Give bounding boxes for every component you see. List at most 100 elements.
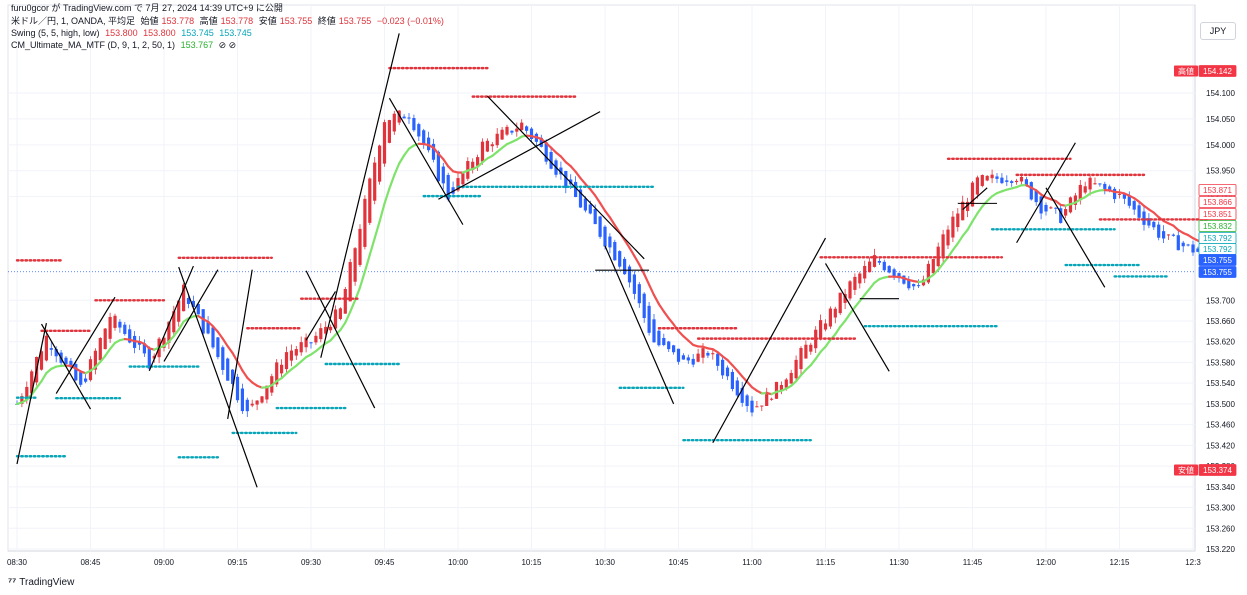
candle [1191, 244, 1195, 253]
candle [892, 269, 896, 277]
candle [1166, 234, 1171, 236]
ma-line-segment [790, 380, 798, 387]
ma-line-segment [839, 319, 847, 328]
candle [177, 300, 181, 322]
candle [490, 144, 494, 147]
ma-line-segment [442, 158, 450, 168]
candle [402, 116, 406, 119]
candle [559, 167, 563, 175]
indicator-legend-swing[interactable]: Swing (5, 5, high, low) 153.800 153.800 … [11, 28, 252, 38]
candle [128, 329, 132, 343]
ma-line-segment [432, 146, 440, 155]
candle [231, 369, 235, 384]
candle [142, 343, 146, 354]
candle [819, 320, 823, 339]
candle [745, 395, 749, 407]
candle [1005, 180, 1009, 182]
candle [397, 110, 401, 123]
candle [686, 357, 690, 361]
ma-line-segment [843, 312, 852, 322]
candle [672, 345, 676, 353]
y-tick-label: 153.300 [1206, 504, 1235, 513]
ma-line-segment [393, 162, 401, 177]
ma-line-segment [344, 310, 352, 324]
candle [1162, 231, 1166, 239]
candle [632, 274, 636, 294]
candle [211, 327, 215, 348]
candle [1034, 190, 1038, 203]
candle [1029, 182, 1033, 200]
candle [1157, 224, 1161, 238]
candle [373, 162, 377, 201]
symbol-legend: 米ドル／円, 1, OANDA, 平均足 始値 153.778 高値 153.778… [11, 16, 444, 26]
candle [1147, 218, 1151, 226]
candle [20, 395, 24, 404]
price-label-text: 153.792 [1203, 234, 1232, 243]
ma-line-segment [726, 358, 734, 367]
candle [868, 261, 872, 273]
candle [588, 204, 592, 214]
trend-line [178, 266, 258, 488]
candle [823, 323, 828, 330]
candle [280, 364, 284, 374]
candle [319, 328, 323, 340]
candle [858, 273, 862, 284]
x-tick-label: 11:15 [816, 558, 836, 567]
candle [966, 201, 970, 212]
x-tick-label: 09:15 [227, 558, 248, 567]
candle [583, 198, 587, 211]
visibility-icon[interactable]: ⊘ ⊘ [218, 40, 237, 50]
y-tick-label: 154.000 [1206, 141, 1235, 150]
candle [691, 358, 695, 365]
price-tag-text: 安値 [1178, 465, 1194, 475]
candle [784, 379, 788, 388]
x-tick-label: 12:3 [1185, 558, 1201, 567]
close-value: 153.755 [338, 16, 372, 26]
candle [1171, 234, 1175, 236]
candle [574, 181, 578, 198]
currency-button[interactable]: JPY [1200, 22, 1236, 40]
ma-line-segment [662, 310, 670, 320]
candle [696, 353, 700, 362]
candle [1132, 201, 1136, 210]
trend-line [163, 269, 219, 362]
indicator-legend-ma[interactable]: CM_Ultimate_MA_MTF (D, 9, 1, 2, 50, 1) 1… [11, 40, 237, 50]
price-label [1198, 220, 1237, 232]
candle [284, 352, 289, 370]
price-label-text: 153.792 [1203, 245, 1232, 254]
price-label [1198, 464, 1237, 476]
candle [765, 391, 769, 406]
ma-line-segment [246, 376, 254, 384]
candle [451, 187, 455, 194]
candle [265, 385, 269, 400]
ma-line-segment [104, 347, 112, 357]
candle [39, 351, 44, 370]
ma-line-segment [745, 380, 754, 389]
candle [221, 347, 225, 370]
x-tick-label: 10:15 [521, 558, 542, 567]
ma-line-segment [946, 248, 955, 259]
ma-line-segment [403, 147, 411, 157]
candle [485, 140, 489, 152]
ma-line-segment [667, 317, 675, 326]
trend-line [227, 269, 253, 420]
price-label-text: 153.851 [1203, 210, 1232, 219]
candle [1024, 179, 1028, 185]
ma-line-segment [35, 380, 43, 389]
high-value: 153.778 [220, 16, 254, 26]
price-label [1198, 254, 1237, 266]
price-label-text: 153.755 [1203, 256, 1232, 265]
ma-line-segment [579, 177, 587, 186]
symbol-title[interactable]: 米ドル／円, 1, OANDA, 平均足 [11, 16, 136, 26]
candle [495, 133, 499, 146]
candle [623, 258, 627, 275]
ma-line-segment [598, 201, 607, 212]
candle [368, 178, 372, 223]
candle [196, 303, 200, 315]
candle [985, 175, 989, 181]
price-tag-text: 高値 [1178, 66, 1194, 76]
candle [740, 387, 744, 403]
price-label-text: 153.866 [1203, 198, 1232, 207]
price-label [1198, 184, 1237, 196]
